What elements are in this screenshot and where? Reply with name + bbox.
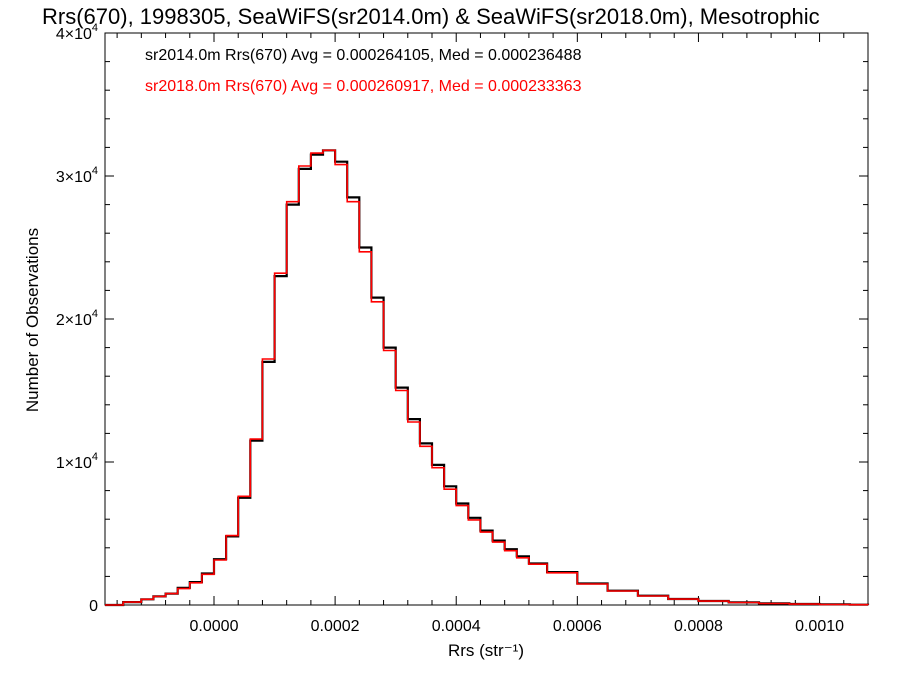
series-line-sr2014: [105, 149, 870, 607]
y-axis-label: Number of Observations: [23, 228, 42, 412]
x-tick-label: 0.0002: [311, 618, 360, 635]
x-tick-label: 0.0000: [190, 618, 239, 635]
x-axis-ticks: 0.0000 0.0002 0.0004 0.0006 0.0008 0.0010: [116, 33, 869, 635]
y-tick-label: 0: [89, 598, 98, 615]
chart-title: Rrs(670), 1998305, SeaWiFS(sr2014.0m) & …: [42, 4, 820, 29]
x-axis-label: Rrs (str⁻¹): [448, 641, 524, 660]
y-tick-label: 1×104: [56, 451, 98, 472]
x-tick-label: 0.0006: [553, 618, 602, 635]
y-tick-label: 3×104: [56, 165, 98, 186]
y-tick-label: 2×104: [56, 308, 98, 329]
series-lines: [105, 149, 870, 607]
series-line-sr2018: [105, 149, 869, 606]
legend-entry-sr2014: sr2014.0m Rrs(670) Avg = 0.000264105, Me…: [145, 47, 582, 64]
x-tick-label: 0.0008: [674, 618, 723, 635]
x-tick-label: 0.0010: [795, 618, 844, 635]
y-axis-ticks: 0 1×104 2×104 3×104 4×104: [56, 22, 868, 615]
plot-border: [104, 32, 869, 606]
x-tick-label: 0.0004: [432, 618, 481, 635]
legend-entry-sr2018: sr2018.0m Rrs(670) Avg = 0.000260917, Me…: [145, 78, 582, 95]
y-tick-label: 4×104: [56, 22, 98, 43]
plot-frame: [104, 32, 869, 606]
